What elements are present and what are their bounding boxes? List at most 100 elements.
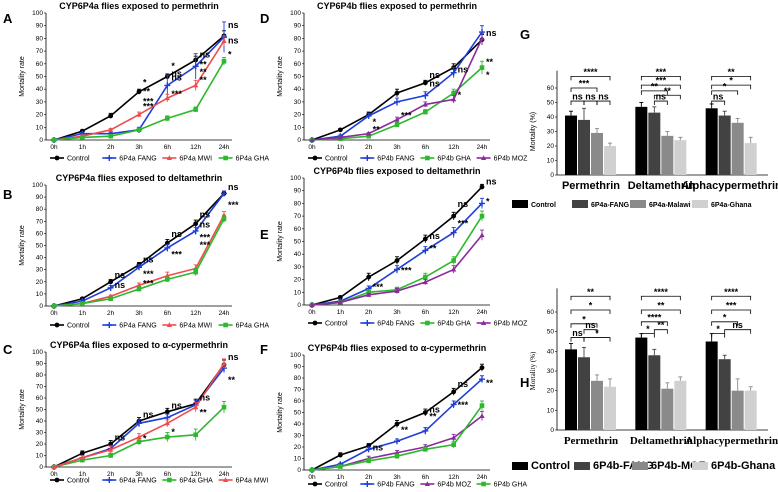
significance-label: ** (651, 81, 659, 91)
significance-label: * (171, 61, 175, 71)
chart-title: CYP6P4b flies exposed to permethrin (317, 1, 477, 11)
legend-label: Control (67, 156, 90, 163)
significance-bracket (583, 100, 598, 106)
significance-label: ns (486, 28, 497, 38)
x-tick-label: 0h (50, 144, 58, 151)
data-point (394, 266, 400, 273)
x-tick-label: 3h (135, 144, 143, 151)
data-point (451, 213, 457, 219)
y-tick-label: 10 (294, 124, 302, 131)
data-point (422, 427, 429, 434)
significance-bracket (640, 295, 681, 301)
bar (635, 106, 648, 175)
data-point (394, 453, 400, 459)
y-tick-label: 70 (36, 218, 44, 225)
significance-label: ns (200, 210, 211, 220)
legend-marker (106, 322, 113, 328)
y-tick-label: 20 (36, 441, 44, 448)
significance-label: ** (657, 320, 665, 330)
x-tick-label: 12h (448, 309, 459, 316)
data-point (422, 236, 428, 242)
significance-label: **** (724, 287, 739, 297)
bar (578, 357, 590, 430)
x-tick-label: 0h (308, 474, 316, 481)
y-tick-label: 10 (36, 124, 44, 131)
y-tick-label: 90 (294, 364, 302, 371)
significance-label: ns (228, 35, 239, 45)
y-tick-label: 20 (547, 388, 555, 395)
series-6p4b-moz (309, 229, 485, 307)
data-point (450, 69, 457, 76)
legend-marker (223, 155, 228, 161)
x-tick-label: 24h (477, 144, 488, 151)
significance-label: ns (115, 270, 126, 280)
bar (591, 380, 603, 430)
data-point (479, 213, 485, 219)
significance-label: ** (200, 75, 208, 85)
data-point (366, 130, 372, 136)
x-tick-label: 0h (308, 309, 316, 316)
data-point (451, 96, 457, 102)
data-point (108, 113, 114, 119)
y-tick-label: 50 (36, 407, 44, 414)
significance-label: *** (401, 110, 412, 120)
significance-label: ns (115, 433, 126, 443)
significance-label: *** (143, 102, 154, 112)
data-point (422, 279, 428, 285)
legend-marker (166, 322, 172, 327)
significance-label: * (373, 117, 377, 127)
y-tick-label: 0 (297, 137, 301, 144)
series-control (51, 30, 227, 143)
data-point (221, 38, 227, 43)
data-point (337, 452, 343, 458)
data-point (136, 127, 142, 133)
x-tick-label: 6h (164, 310, 172, 317)
significance-label: ns (732, 320, 743, 330)
legend-swatch (692, 462, 708, 470)
significance-label: ** (143, 86, 151, 96)
y-tick-label: 80 (36, 206, 44, 213)
significance-bracket (653, 100, 668, 106)
legend-label: 6P4a FANG (119, 323, 156, 330)
y-tick-label: 10 (547, 407, 555, 414)
data-point (221, 360, 227, 366)
data-point (79, 455, 85, 460)
legend-label: 6P4b GHA (494, 482, 528, 489)
category-label: Deltamethrin (628, 180, 696, 192)
legend-label: Control (531, 202, 556, 209)
y-axis-label: Mortality rate (277, 56, 284, 97)
significance-label: *** (373, 282, 384, 292)
significance-label: ns (171, 69, 182, 79)
significance-label: ** (373, 124, 381, 134)
y-tick-label: 60 (547, 309, 555, 316)
y-tick-label: 10 (294, 456, 302, 463)
y-tick-label: 70 (294, 387, 302, 394)
y-tick-label: 0 (39, 137, 43, 144)
series-line (53, 35, 225, 141)
y-tick-label: 90 (36, 361, 44, 368)
legend-label: 6P4b FANG (377, 321, 414, 328)
significance-label: *** (200, 240, 211, 250)
y-tick-label: 40 (547, 348, 555, 355)
y-tick-label: 30 (36, 99, 44, 106)
legend-marker (312, 320, 318, 326)
data-point (221, 404, 227, 410)
significance-label: ns (585, 92, 596, 102)
y-tick-label: 90 (294, 23, 302, 30)
legend: Control 6P4a FANG 6P4a GHA 6P4a MWI (50, 477, 268, 485)
x-tick-label: 2h (365, 144, 373, 151)
y-axis-label: Mortality rate (277, 392, 284, 433)
legend-marker (481, 155, 487, 160)
legend-swatch (512, 200, 528, 208)
series-6p4a-gha (51, 57, 227, 143)
x-tick-label: 12h (190, 310, 201, 317)
y-tick-label: 30 (36, 267, 44, 274)
y-tick-label: 80 (294, 200, 302, 207)
significance-label: * (723, 81, 727, 91)
data-point (479, 376, 485, 383)
legend-marker (166, 155, 172, 160)
data-point (423, 447, 428, 452)
legend-marker (364, 155, 371, 161)
data-point (479, 65, 485, 70)
